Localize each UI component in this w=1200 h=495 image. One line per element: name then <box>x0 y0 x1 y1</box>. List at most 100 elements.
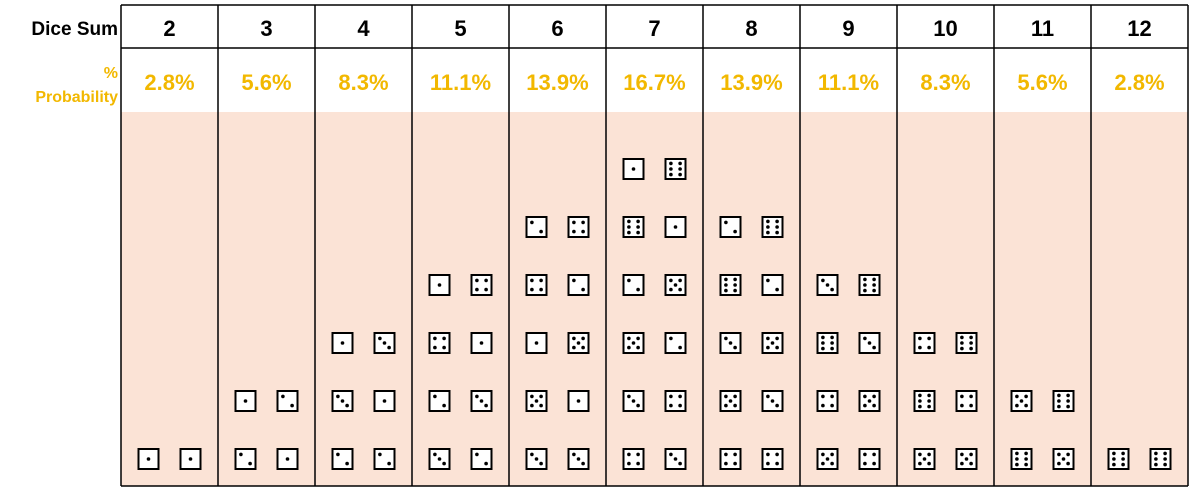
die-pip <box>830 287 834 292</box>
die-2-icon <box>470 448 493 470</box>
die-pip <box>775 219 779 224</box>
die-pip <box>1024 451 1028 456</box>
die-pip <box>733 452 737 457</box>
die-pip <box>863 283 867 287</box>
die-pip <box>673 283 678 287</box>
die-pip <box>872 345 876 350</box>
die-pip <box>724 220 728 225</box>
die-pip <box>530 287 534 292</box>
die-pip <box>285 457 290 461</box>
die-pip <box>775 336 779 341</box>
dice-sum-header: 3 <box>260 16 273 41</box>
die-pip <box>627 394 631 399</box>
die-pip <box>669 167 673 171</box>
die-4-icon <box>761 448 784 470</box>
die-pip <box>627 230 631 235</box>
die-pip <box>960 341 964 345</box>
die-pip <box>821 452 825 457</box>
die-pip <box>678 167 682 171</box>
die-pip <box>830 346 834 351</box>
die-pip <box>825 457 830 461</box>
die-pip <box>437 283 442 287</box>
die-pip <box>766 230 770 235</box>
die-pip <box>821 341 825 345</box>
dice-sum-header: 9 <box>842 16 855 41</box>
die-pip <box>539 394 543 399</box>
die-pip <box>927 452 931 457</box>
die-pip <box>969 346 973 351</box>
die-pip <box>378 336 382 341</box>
die-pip <box>442 461 446 466</box>
die-pip <box>281 394 285 399</box>
die-pip <box>766 278 770 283</box>
dice-sum-header: 11 <box>1030 16 1055 41</box>
die-pip <box>627 336 631 341</box>
die-pip <box>918 336 922 341</box>
die-pip <box>872 288 876 293</box>
die-pip <box>673 457 678 461</box>
probability-value: 2.8% <box>144 70 195 95</box>
die-pip <box>830 394 834 399</box>
die-pip <box>530 278 534 283</box>
die-pip <box>572 452 576 457</box>
die-2-icon <box>331 448 354 470</box>
die-pip <box>581 345 585 350</box>
die-pip <box>475 278 479 283</box>
die-pip <box>576 341 581 345</box>
die-pip <box>821 403 825 408</box>
die-6-icon <box>858 274 881 296</box>
die-pip <box>636 225 640 229</box>
die-pip <box>918 345 922 350</box>
die-pip <box>382 399 387 403</box>
die-pip <box>1015 403 1019 408</box>
probability-label-line1: % <box>103 65 118 82</box>
die-pip <box>775 287 779 292</box>
die-pip <box>336 394 340 399</box>
die-pip <box>821 335 825 340</box>
die-6-icon <box>1107 448 1130 470</box>
die-2-icon <box>761 274 784 296</box>
body-fill <box>121 112 1188 486</box>
die-pip <box>863 277 867 282</box>
die-pip <box>830 335 834 340</box>
die-pip <box>724 403 728 408</box>
die-pip <box>830 452 834 457</box>
die-pip <box>1163 457 1167 461</box>
die-pip <box>437 457 442 461</box>
die-pip <box>775 403 779 408</box>
die-pip <box>770 399 775 403</box>
die-pip <box>1154 462 1158 467</box>
die-pip <box>1061 457 1066 461</box>
die-pip <box>733 394 737 399</box>
die-pip <box>766 336 770 341</box>
die-pip <box>387 461 391 466</box>
dice-sum-header: 2 <box>163 16 176 41</box>
die-pip <box>863 403 867 408</box>
die-pip <box>631 341 636 345</box>
die-pip <box>636 230 640 235</box>
die-pip <box>969 452 973 457</box>
die-pip <box>766 225 770 229</box>
die-pip <box>627 225 631 229</box>
die-pip <box>1015 457 1019 461</box>
die-6-icon <box>664 158 687 180</box>
dice-sum-header: 4 <box>357 16 370 41</box>
die-pip <box>1057 399 1061 403</box>
die-pip <box>867 341 872 345</box>
die-2-icon <box>428 390 451 412</box>
die-pip <box>539 229 543 234</box>
die-pip <box>378 452 382 457</box>
die-pip <box>1024 457 1028 461</box>
die-pip <box>572 220 576 225</box>
die-pip <box>1066 399 1070 403</box>
die-pip <box>484 403 488 408</box>
die-pip <box>733 283 737 287</box>
die-pip <box>442 336 446 341</box>
die-pip <box>872 461 876 466</box>
die-pip <box>775 230 779 235</box>
die-pip <box>918 404 922 409</box>
die-pip <box>821 394 825 399</box>
die-pip <box>627 219 631 224</box>
die-4-icon <box>816 390 839 412</box>
